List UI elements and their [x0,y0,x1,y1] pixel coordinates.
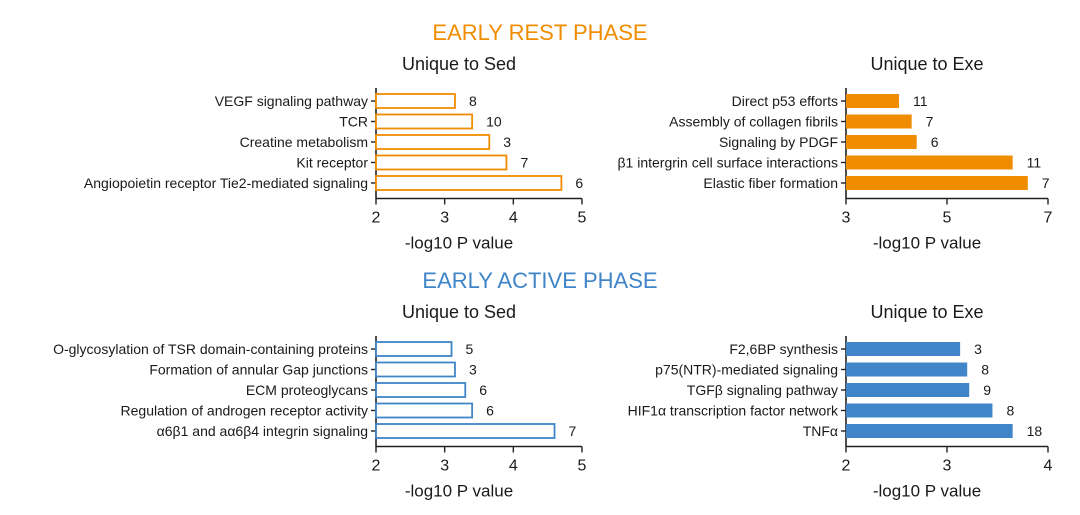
active-sed-x-tick-label: 5 [578,458,587,475]
active-sed-chart: Unique to Sed O-glycosylation of TSR doma… [53,302,587,501]
active-exe-x-tick-label: 4 [1044,458,1053,475]
active-exe-category-label: p75(NTR)-mediated signaling [655,362,838,378]
rest-sed-bar [375,134,491,150]
rest-sed-bar [375,154,508,171]
rest-exe-category-label: Assembly of collagen fibrils [669,114,838,130]
rest-exe-bar [846,176,1028,190]
rest-exe-category-label: β1 intergrin cell surface interactions [618,155,839,171]
active-sed-bar [375,341,453,357]
active-sed-bar [375,361,456,378]
rest-sed-x-tick-label: 3 [440,210,449,227]
active-exe-category-label: TGFβ signaling pathway [687,382,838,398]
rest-sed-category-label: TCR [339,114,368,130]
active-sed-x-tick-label: 3 [440,458,449,475]
rest-sed-x-tick-label: 5 [578,210,587,227]
rest-sed-data-label: 3 [503,134,511,150]
active-sed-category-label: O-glycosylation of TSR domain-containing… [53,341,368,357]
active-exe-bar [846,383,970,397]
active-exe-bar [846,362,968,377]
rest-sed-data-label: 6 [575,175,583,191]
rest-exe-bar [846,94,900,108]
active-exe-data-label: 8 [1006,403,1014,419]
active-sed-category-label: α6β1 and aα6β4 integrin signaling [157,423,368,439]
rest-sed-x-tick-label: 4 [509,210,518,227]
rest-exe-data-label: 11 [913,93,928,109]
active-sed-category-label: Formation of annular Gap junctions [149,362,368,378]
active-exe-x-tick-label: 2 [842,458,851,475]
rest-sed-data-label: 7 [520,155,528,171]
rest-sed-category-label: Kit receptor [296,155,368,171]
active-sed-x-axis-label: -log10 P value [405,482,513,501]
rest-exe-bar [846,155,1013,170]
active-phase-title: EARLY ACTIVE PHASE [422,268,658,293]
active-exe-data-label: 8 [981,362,989,378]
active-exe-data-label: 3 [974,341,982,357]
active-sed-data-label: 6 [486,403,494,419]
rest-exe-data-label: 7 [1042,175,1050,191]
rest-sed-data-label: 10 [486,114,502,130]
rest-sed-category-label: Creatine metabolism [240,134,368,150]
active-exe-bar [846,403,993,418]
rest-exe-bar [846,135,917,149]
active-exe-bar [846,342,961,356]
rest-sed-bar [375,113,474,130]
rest-exe-chart: Unique to Exe Direct p53 efforts 11 Assembl… [618,54,1053,253]
active-sed-data-label: 3 [469,362,477,378]
rest-sed-x-axis-label: -log10 P value [405,234,513,253]
rest-exe-title: Unique to Exe [870,54,983,74]
active-sed-data-label: 5 [466,341,474,357]
rest-sed-title: Unique to Sed [402,54,516,74]
rest-sed-category-label: Angiopoietin receptor Tie2-mediated sign… [84,175,368,191]
active-sed-title: Unique to Sed [402,302,516,322]
active-exe-x-tick-label: 3 [943,458,952,475]
active-exe-category-label: F2,6BP synthesis [729,341,838,357]
active-sed-bar [375,423,556,439]
rest-exe-x-tick-label: 7 [1044,210,1053,227]
rest-sed-chart: Unique to Sed VEGF signaling pathway 8 TCR 1… [84,54,587,253]
active-sed-bar [375,382,467,398]
active-sed-bar [375,402,474,419]
active-exe-data-label: 18 [1027,423,1043,439]
active-sed-x-tick-label: 4 [509,458,518,475]
active-sed-x-tick-label: 2 [372,458,381,475]
active-exe-bar [846,424,1013,438]
rest-exe-category-label: Elastic fiber formation [703,175,838,191]
active-exe-category-label: HIF1α transcription factor network [628,403,839,419]
rest-exe-data-label: 7 [926,114,934,130]
rest-sed-bar [375,93,456,109]
rest-phase-title: EARLY REST PHASE [432,20,648,45]
active-exe-title: Unique to Exe [870,302,983,322]
active-sed-category-label: Regulation of androgen receptor activity [121,403,368,419]
active-sed-data-label: 6 [479,382,487,398]
rest-exe-x-tick-label: 5 [943,210,952,227]
rest-exe-category-label: Signaling by PDGF [719,134,838,150]
active-exe-x-axis-label: -log10 P value [873,482,981,501]
rest-exe-data-label: 11 [1027,155,1042,171]
active-exe-data-label: 9 [983,382,991,398]
rest-sed-category-label: VEGF signaling pathway [215,93,368,109]
rest-sed-x-tick-label: 2 [372,210,381,227]
rest-sed-bar [375,175,563,191]
rest-exe-x-tick-label: 3 [842,210,851,227]
rest-exe-bar [846,114,912,129]
rest-exe-category-label: Direct p53 efforts [732,93,838,109]
active-exe-chart: Unique to Exe F2,6BP synthesis 3 p75(NTR)-m… [628,302,1053,501]
active-sed-data-label: 7 [569,423,577,439]
rest-sed-data-label: 8 [469,93,477,109]
active-exe-category-label: TNFα [803,423,838,439]
active-sed-category-label: ECM proteoglycans [246,382,368,398]
rest-exe-x-axis-label: -log10 P value [873,234,981,253]
rest-exe-data-label: 6 [931,134,939,150]
